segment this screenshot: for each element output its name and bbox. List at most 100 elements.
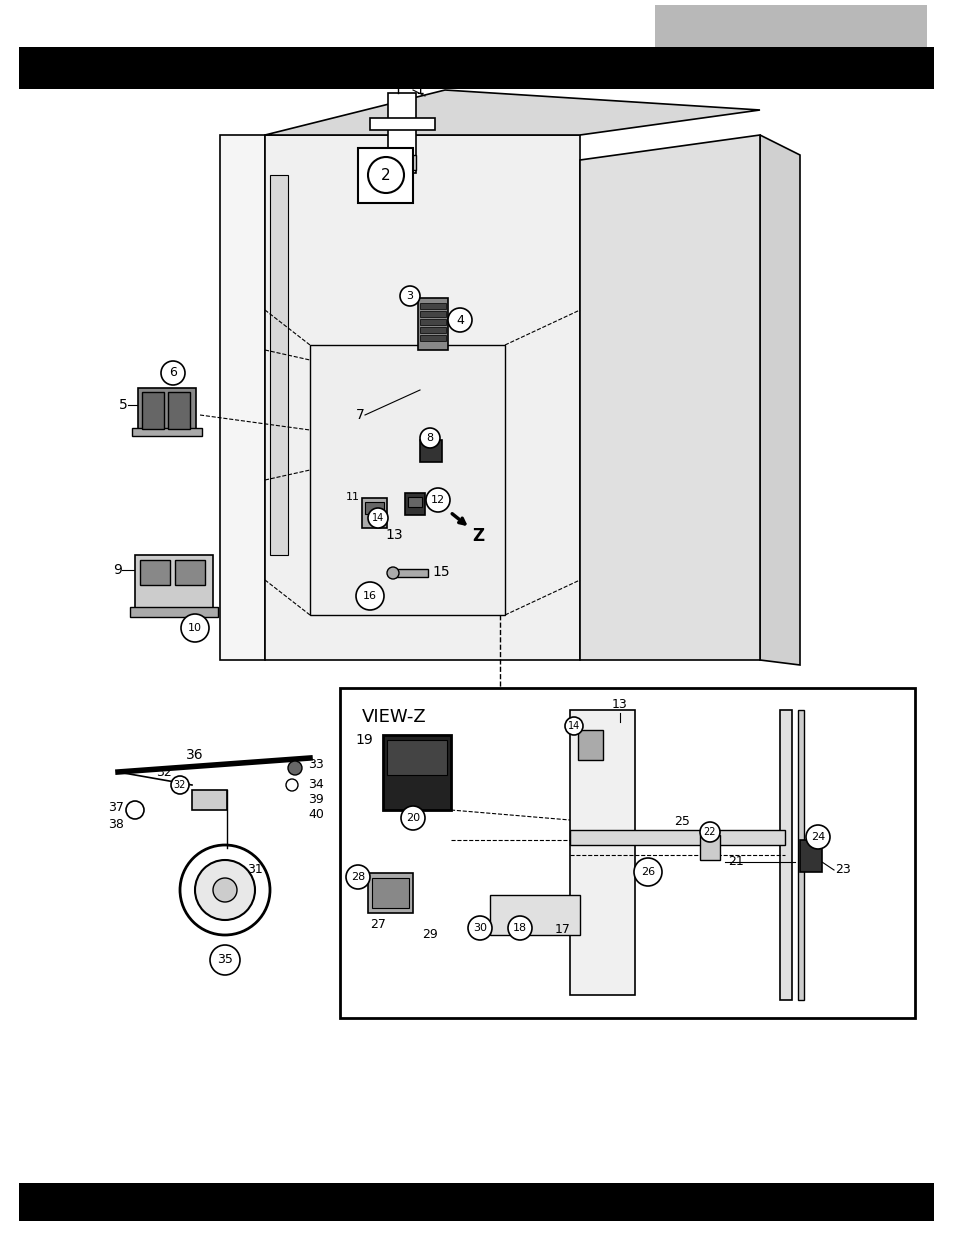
Bar bbox=[365, 501, 384, 514]
Bar bbox=[405, 493, 424, 515]
Bar bbox=[419, 311, 446, 317]
Polygon shape bbox=[265, 135, 579, 659]
Bar bbox=[138, 388, 195, 433]
Text: 14: 14 bbox=[567, 721, 579, 731]
Text: 24: 24 bbox=[810, 832, 824, 842]
Bar bbox=[569, 710, 635, 995]
Text: 2: 2 bbox=[381, 168, 391, 183]
Circle shape bbox=[564, 718, 582, 735]
Text: 32: 32 bbox=[156, 767, 172, 779]
Circle shape bbox=[468, 916, 492, 940]
Bar bbox=[168, 391, 190, 429]
Polygon shape bbox=[579, 135, 760, 659]
Circle shape bbox=[507, 916, 532, 940]
Polygon shape bbox=[760, 135, 800, 664]
Bar bbox=[387, 740, 447, 776]
Bar bbox=[655, 5, 926, 47]
Circle shape bbox=[288, 761, 302, 776]
Bar bbox=[780, 710, 791, 1000]
Circle shape bbox=[399, 287, 419, 306]
Circle shape bbox=[346, 864, 370, 889]
Circle shape bbox=[181, 614, 209, 642]
Bar bbox=[19, 1183, 933, 1221]
Text: 21: 21 bbox=[727, 856, 743, 868]
Text: 39: 39 bbox=[308, 794, 323, 806]
Text: 40: 40 bbox=[308, 809, 323, 821]
Bar bbox=[339, 688, 914, 1018]
Text: 38: 38 bbox=[108, 819, 124, 831]
Polygon shape bbox=[265, 90, 760, 135]
Text: 4: 4 bbox=[456, 314, 463, 326]
Circle shape bbox=[700, 823, 720, 842]
Bar bbox=[19, 47, 933, 89]
Bar bbox=[368, 873, 413, 913]
Bar bbox=[419, 327, 446, 333]
Bar bbox=[797, 710, 803, 1000]
Bar bbox=[578, 730, 602, 760]
Circle shape bbox=[426, 488, 450, 513]
Circle shape bbox=[355, 582, 384, 610]
Circle shape bbox=[126, 802, 144, 819]
Text: 30: 30 bbox=[473, 923, 486, 932]
Bar bbox=[700, 835, 720, 860]
Circle shape bbox=[368, 157, 403, 193]
Text: 11: 11 bbox=[346, 492, 359, 501]
Bar bbox=[142, 391, 164, 429]
Text: 17: 17 bbox=[555, 924, 570, 936]
Bar bbox=[382, 735, 451, 810]
Bar bbox=[419, 440, 441, 462]
Text: 3: 3 bbox=[406, 291, 413, 301]
Text: 35: 35 bbox=[217, 953, 233, 967]
Text: 28: 28 bbox=[351, 872, 365, 882]
Bar bbox=[372, 878, 409, 908]
Bar bbox=[370, 119, 435, 130]
Text: VIEW-Z: VIEW-Z bbox=[361, 708, 426, 726]
Bar bbox=[388, 93, 416, 173]
Bar bbox=[419, 303, 446, 309]
Bar bbox=[569, 830, 784, 845]
Circle shape bbox=[210, 945, 240, 974]
Circle shape bbox=[161, 361, 185, 385]
Text: 10: 10 bbox=[188, 622, 202, 634]
Bar bbox=[408, 496, 421, 508]
Text: 1: 1 bbox=[415, 83, 423, 98]
Text: 29: 29 bbox=[421, 929, 437, 941]
Text: 9: 9 bbox=[113, 563, 122, 577]
Text: 34: 34 bbox=[308, 778, 323, 792]
Text: 20: 20 bbox=[406, 813, 419, 823]
Text: 33: 33 bbox=[308, 758, 323, 772]
Circle shape bbox=[171, 776, 189, 794]
Circle shape bbox=[180, 845, 270, 935]
Bar bbox=[388, 156, 416, 170]
Text: 7: 7 bbox=[355, 408, 364, 422]
Text: 16: 16 bbox=[363, 592, 376, 601]
Text: 36: 36 bbox=[186, 748, 204, 762]
Bar bbox=[310, 345, 504, 615]
Text: 37: 37 bbox=[108, 802, 124, 815]
Polygon shape bbox=[220, 135, 265, 659]
Text: 32: 32 bbox=[173, 781, 186, 790]
Circle shape bbox=[400, 806, 424, 830]
Bar bbox=[393, 569, 428, 577]
Bar bbox=[174, 559, 205, 585]
Bar bbox=[800, 840, 821, 872]
Text: 27: 27 bbox=[370, 919, 386, 931]
Bar bbox=[417, 298, 448, 350]
Bar bbox=[490, 895, 579, 935]
Bar bbox=[361, 498, 387, 529]
Text: 6: 6 bbox=[169, 367, 176, 379]
Text: 5: 5 bbox=[119, 398, 128, 412]
Circle shape bbox=[419, 429, 439, 448]
Bar bbox=[270, 175, 288, 555]
Bar bbox=[357, 148, 413, 203]
Circle shape bbox=[286, 779, 297, 790]
Circle shape bbox=[368, 508, 388, 529]
Text: 26: 26 bbox=[640, 867, 655, 877]
Text: 31: 31 bbox=[247, 863, 263, 877]
Bar bbox=[419, 335, 446, 341]
Text: 19: 19 bbox=[355, 734, 373, 747]
Text: Z: Z bbox=[472, 527, 483, 545]
Circle shape bbox=[387, 567, 398, 579]
Circle shape bbox=[448, 308, 472, 332]
Bar bbox=[192, 790, 227, 810]
